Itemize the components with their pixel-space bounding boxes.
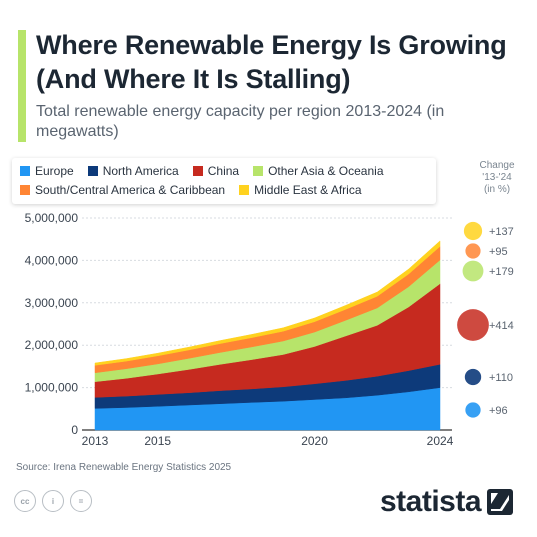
change-bubble-south-central-america-caribbean <box>465 243 481 259</box>
y-axis-ticks: 0 1,000,000 2,000,000 3,000,000 4,000,000 5,0… <box>25 211 79 437</box>
change-bubble-china <box>457 309 489 341</box>
legend-swatch <box>192 166 203 176</box>
brand-mark-icon <box>487 489 514 515</box>
change-header-line: Change <box>479 160 515 171</box>
y-tick-label: 3,000,000 <box>25 296 79 310</box>
area-series <box>94 240 441 431</box>
legend-item-china[interactable]: China <box>192 164 240 178</box>
brand-logo[interactable]: statista <box>380 485 514 519</box>
y-tick-label: 4,000,000 <box>25 253 79 267</box>
change-label-middle-east-africa: +137 <box>489 226 514 238</box>
change-bubble-middle-east-africa <box>463 221 483 241</box>
change-label-north-america: +110 <box>489 372 513 384</box>
nd-icon[interactable]: = <box>70 490 92 512</box>
legend-item-other-asia-oceania[interactable]: Other Asia & Oceania <box>253 164 384 178</box>
legend-label: North America <box>102 164 179 178</box>
legend-swatch <box>20 185 30 195</box>
legend-swatch <box>239 185 250 195</box>
by-icon[interactable]: i <box>42 490 64 512</box>
y-tick-label: 1,000,000 <box>25 381 79 395</box>
x-tick-label: 2020 <box>301 434 328 448</box>
cc-icon[interactable]: cc <box>14 490 36 512</box>
x-tick-label: 2013 <box>82 434 109 448</box>
x-axis-ticks: 2013 2015 2020 2024 <box>82 434 454 448</box>
change-header-line: '13-'24 <box>482 172 512 183</box>
legend-item-north-america[interactable]: North America <box>87 164 179 178</box>
y-tick-label: 5,000,000 <box>25 211 79 225</box>
change-label-south-central-america-caribbean: +95 <box>489 246 508 258</box>
legend-label: Europe <box>35 164 74 178</box>
accent-bar <box>18 30 26 142</box>
legend-swatch <box>20 166 30 176</box>
legend-row-1: Europe North America China Other Asia & … <box>20 164 398 178</box>
legend-label: South/Central America & Caribbean <box>35 183 226 197</box>
y-tick-label: 2,000,000 <box>25 338 79 352</box>
legend-swatch <box>253 166 264 176</box>
chart-subtitle: Total renewable energy capacity per regi… <box>36 103 445 140</box>
legend-row-2: South/Central America & Caribbean Middle… <box>20 183 376 197</box>
x-tick-label: 2015 <box>144 434 171 448</box>
license-icons: cc i = <box>14 490 98 512</box>
change-label-other-asia-oceania: +179 <box>489 266 514 278</box>
chart-title: Where Renewable Energy Is Growing (And W… <box>36 30 507 94</box>
legend-label: Other Asia & Oceania <box>268 164 384 178</box>
legend-label: Middle East & Africa <box>254 183 362 197</box>
brand-name: statista <box>380 485 482 518</box>
y-tick-label: 0 <box>71 423 78 437</box>
source-note: Source: Irena Renewable Energy Statistic… <box>16 462 232 473</box>
area-middle-east-africa <box>94 240 441 366</box>
change-bubble-europe <box>465 402 481 418</box>
change-bubbles: +137 +95 +179 +414 +110 +96 <box>457 221 514 418</box>
change-header-line: (in %) <box>483 184 511 195</box>
legend-swatch <box>87 166 98 176</box>
legend-label: China <box>207 164 240 178</box>
change-header: Change '13-'24 (in %) <box>462 160 532 196</box>
legend-item-europe[interactable]: Europe <box>20 164 74 178</box>
change-bubble-other-asia-oceania <box>462 260 484 282</box>
legend-item-middle-east-africa[interactable]: Middle East & Africa <box>239 183 362 197</box>
change-label-europe: +96 <box>489 405 508 417</box>
legend: Europe North America China Other Asia & … <box>12 158 436 204</box>
x-tick-label: 2024 <box>427 434 454 448</box>
legend-item-south-central-america[interactable]: South/Central America & Caribbean <box>20 183 225 197</box>
change-label-china: +414 <box>489 320 514 332</box>
change-bubble-north-america <box>464 368 482 386</box>
